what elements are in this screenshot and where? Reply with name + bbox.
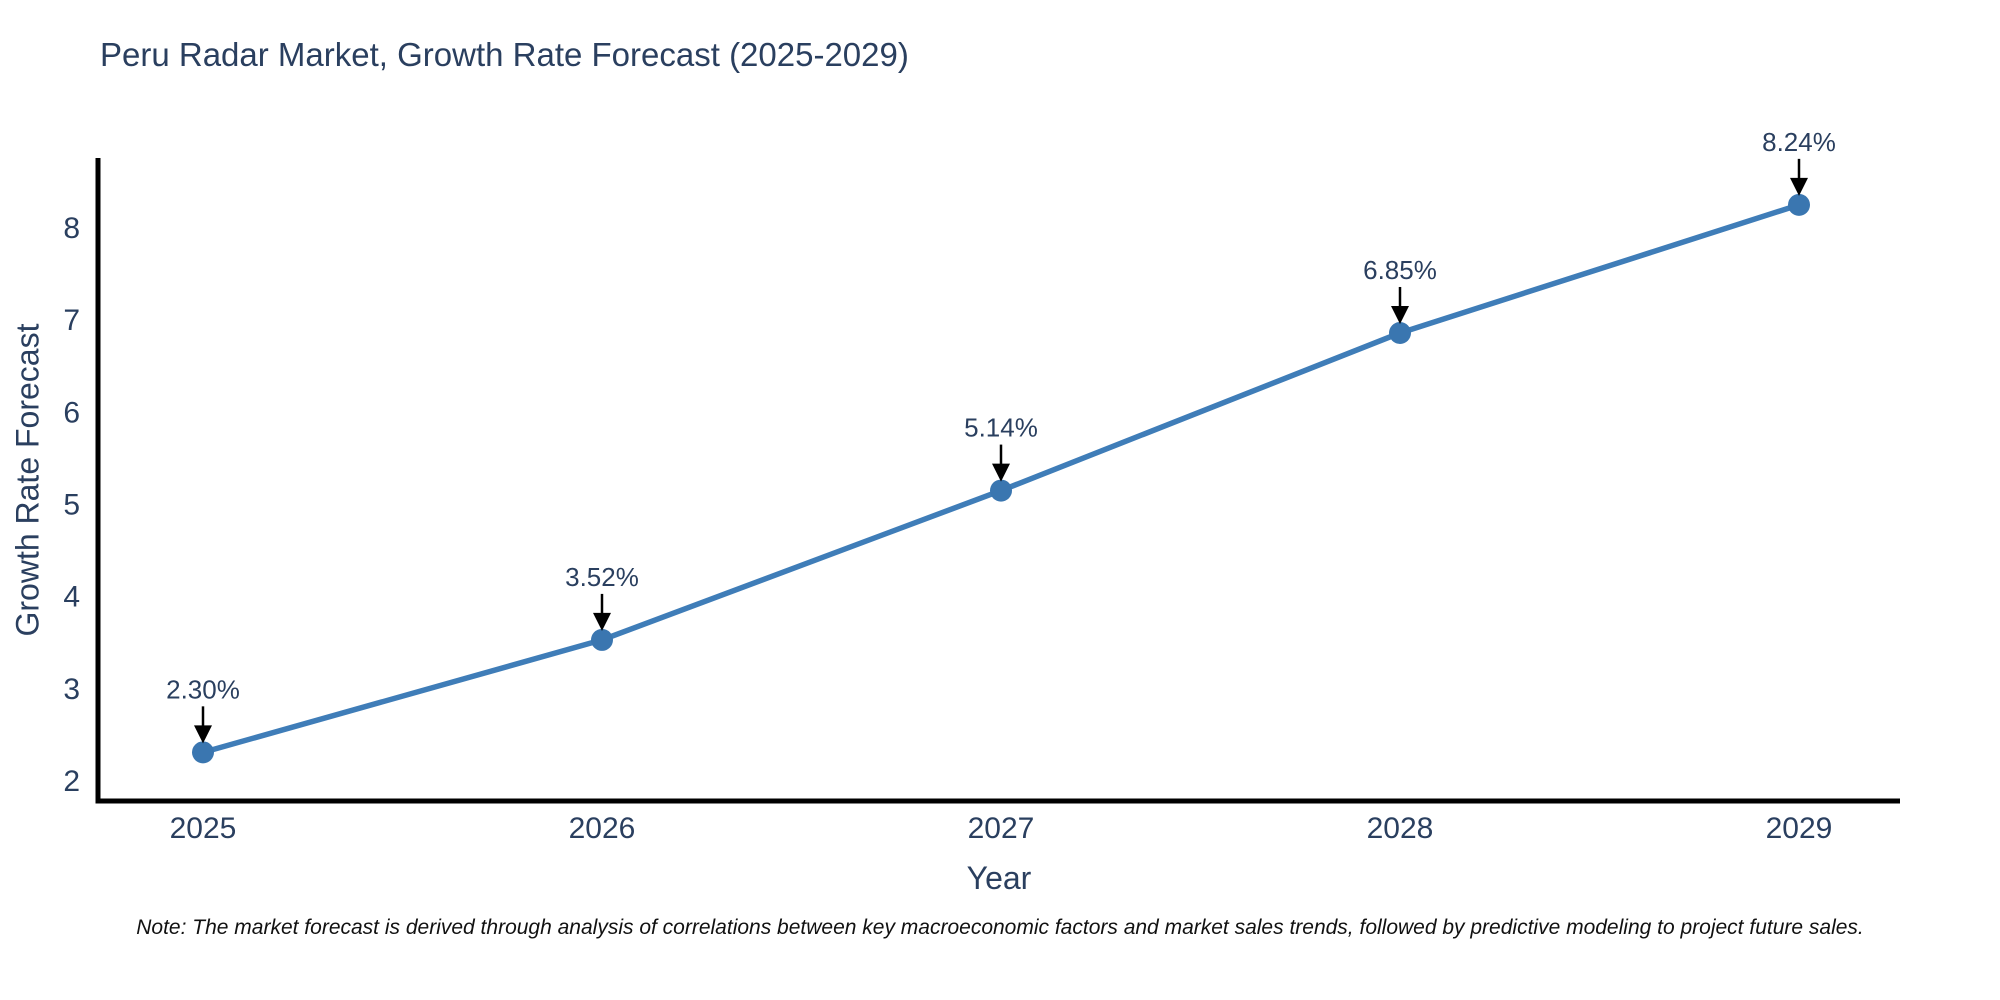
x-tick-label: 2029: [1766, 812, 1833, 845]
annotation-label: 2.30%: [166, 674, 240, 704]
x-tick-label: 2025: [170, 812, 237, 845]
data-point-marker: [990, 479, 1012, 502]
y-tick-label: 4: [63, 581, 80, 614]
annotation-arrow-head: [992, 463, 1010, 482]
data-point-marker: [1389, 321, 1411, 344]
x-axis-title: Year: [966, 860, 1032, 896]
y-tick-label: 5: [63, 488, 80, 521]
annotation-arrow-head: [1391, 305, 1409, 324]
data-point-marker: [192, 741, 214, 764]
data-point-marker: [591, 628, 613, 651]
y-tick-label: 6: [63, 396, 80, 429]
annotation-arrow-head: [593, 612, 611, 631]
y-tick-label: 2: [63, 765, 80, 798]
annotation-arrow-head: [194, 725, 212, 744]
chart-title: Peru Radar Market, Growth Rate Forecast …: [100, 36, 909, 73]
y-axis-title: Growth Rate Forecast: [9, 323, 46, 637]
x-tick-label: 2026: [569, 812, 636, 845]
y-tick-label: 8: [63, 212, 80, 245]
y-tick-label: 3: [63, 673, 80, 706]
data-point-marker: [1788, 193, 1810, 216]
annotation-label: 6.85%: [1363, 255, 1437, 285]
annotation-label: 8.24%: [1762, 127, 1836, 157]
x-tick-label: 2027: [968, 812, 1035, 845]
footnote: Note: The market forecast is derived thr…: [136, 916, 1864, 939]
annotation-arrow-head: [1790, 177, 1808, 196]
y-tick-label: 7: [63, 304, 80, 337]
annotation-label: 3.52%: [565, 562, 639, 592]
annotation-label: 5.14%: [964, 413, 1038, 443]
x-tick-label: 2028: [1367, 812, 1434, 845]
